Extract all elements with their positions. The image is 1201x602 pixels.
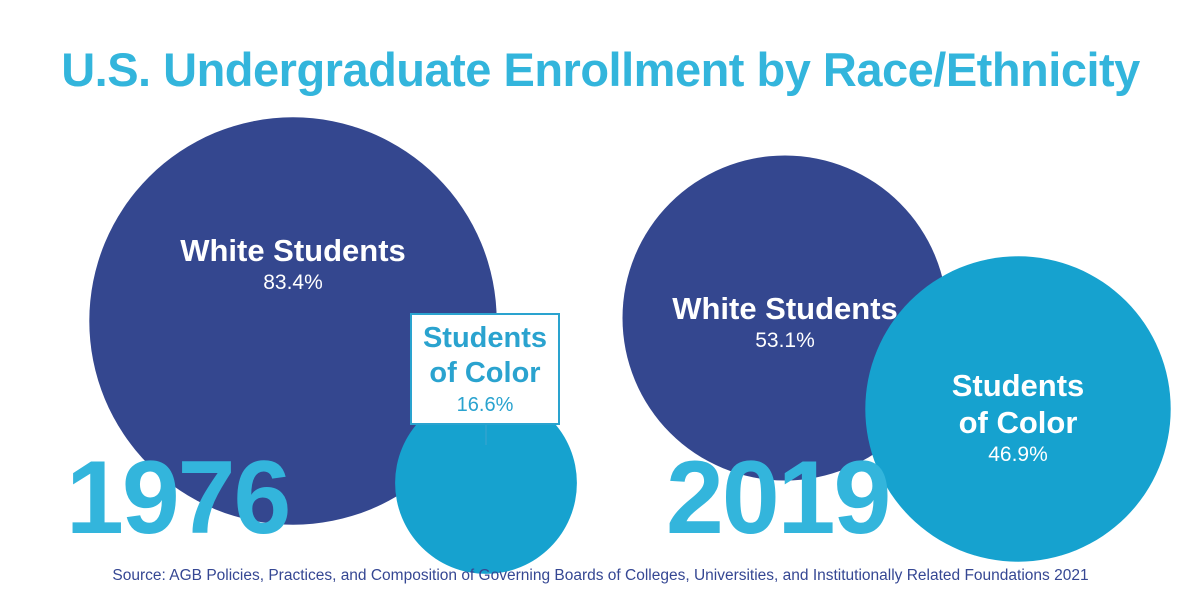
data-label: 83.4% — [263, 271, 323, 294]
series-name: White Students — [672, 291, 898, 326]
series-name-line-1: Students — [422, 322, 548, 354]
year-label-2019: 2019 — [666, 440, 891, 556]
bubble-white-students-1976 — [89, 117, 497, 525]
bubble-students-of-color-1976 — [395, 392, 577, 574]
students-of-color-label-2019: Students of Color 46.9% — [952, 367, 1085, 469]
data-label: 53.1% — [755, 329, 815, 352]
series-name-line-2: of Color — [958, 405, 1078, 440]
data-label: 16.6% — [456, 394, 514, 416]
series-name-line-2: of Color — [429, 357, 541, 389]
white-students-label-2019: White Students 53.1% — [672, 290, 898, 355]
bubble-students-of-color-2019 — [865, 256, 1171, 562]
students-of-color-callout-1976: Students of Color 16.6% — [410, 313, 560, 425]
series-name-line-1: Students — [951, 368, 1085, 403]
source-note: Source: AGB Policies, Practices, and Com… — [112, 567, 1089, 584]
chart-title: U.S. Undergraduate Enrollment by Race/Et… — [61, 43, 1140, 96]
year-label-1976: 1976 — [66, 440, 291, 556]
white-students-label-1976: White Students 83.4% — [180, 232, 406, 297]
data-label: 46.9% — [988, 443, 1048, 466]
series-name: White Students — [180, 233, 406, 268]
